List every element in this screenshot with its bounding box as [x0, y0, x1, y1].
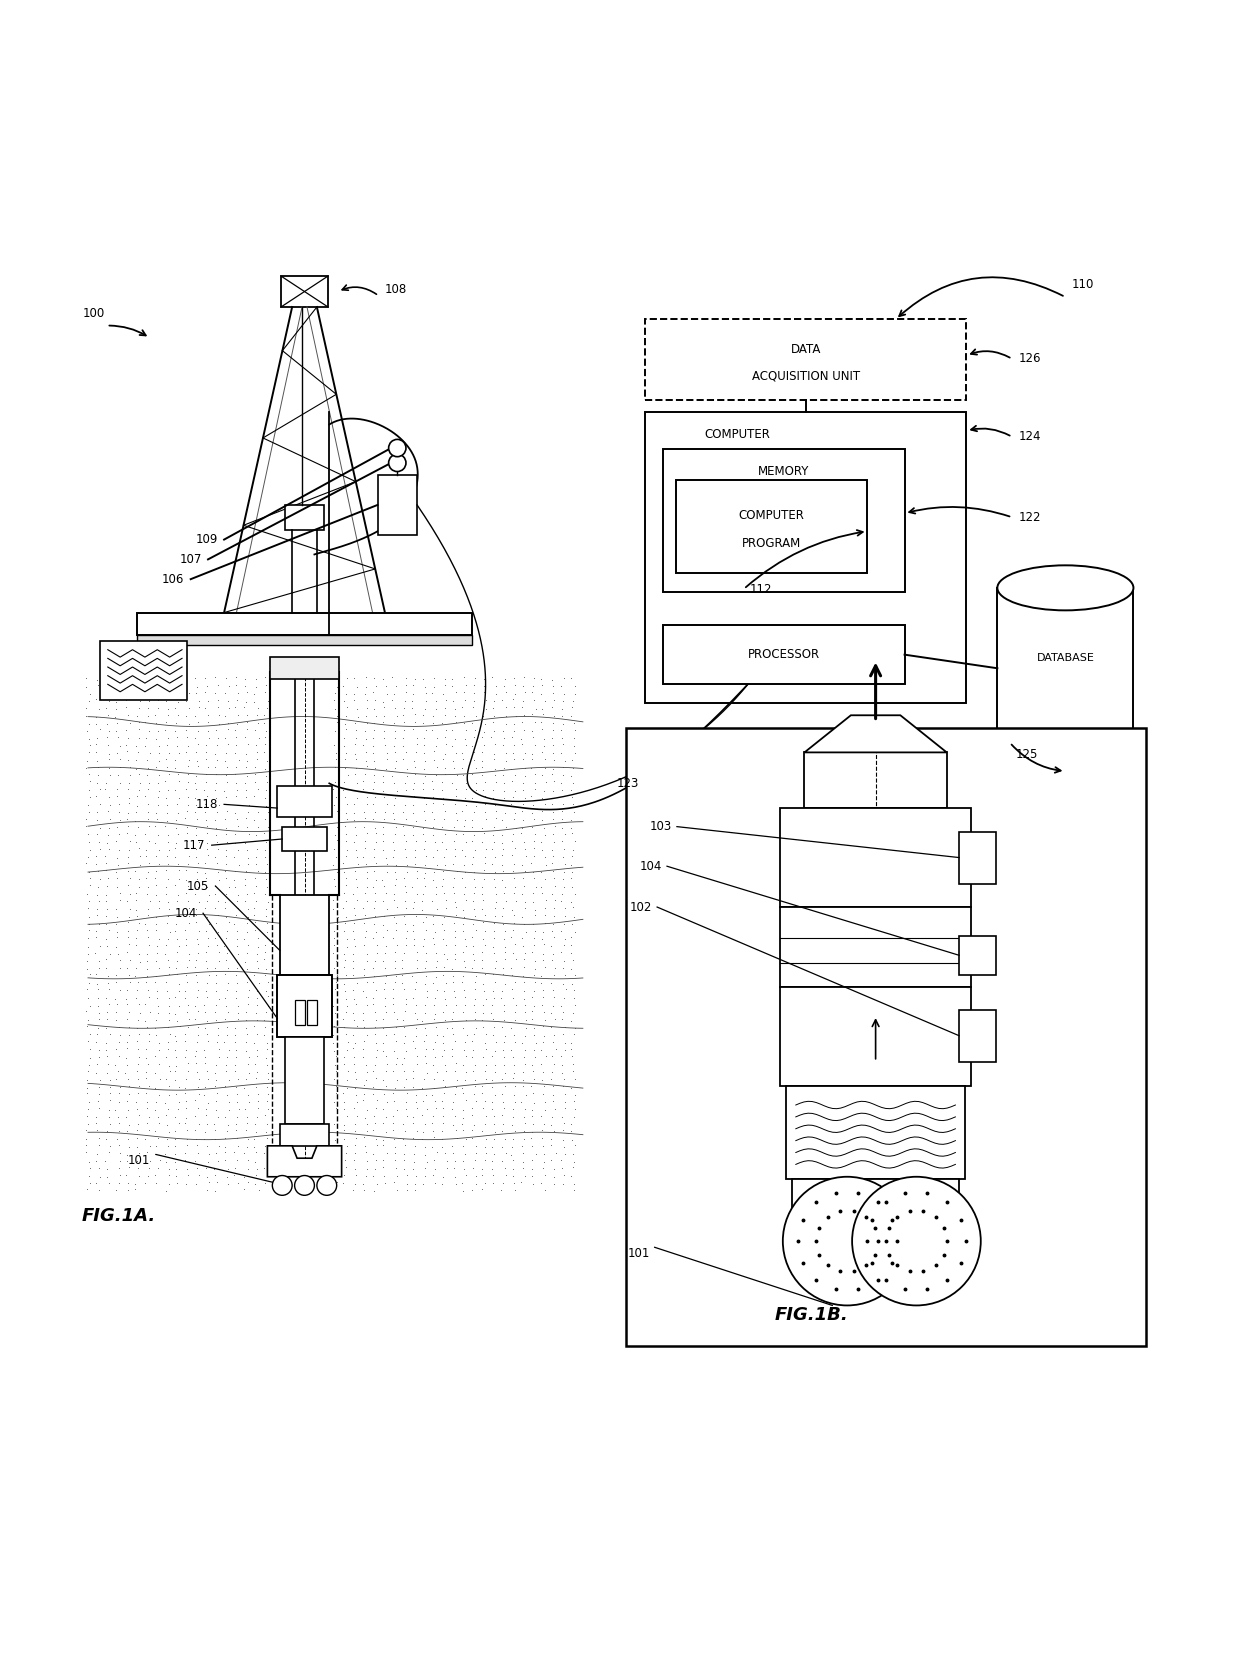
Bar — [138, 634, 471, 644]
Text: 102: 102 — [630, 901, 652, 913]
Polygon shape — [268, 1146, 342, 1176]
Bar — [285, 505, 325, 530]
Bar — [295, 1000, 305, 1025]
Text: 110: 110 — [1071, 279, 1094, 292]
Text: 101: 101 — [128, 1154, 150, 1168]
Text: MEMORY: MEMORY — [758, 465, 810, 478]
Text: ACQUISITION UNIT: ACQUISITION UNIT — [751, 369, 859, 383]
Bar — [308, 1000, 317, 1025]
Bar — [281, 277, 329, 307]
Text: 112: 112 — [750, 582, 773, 596]
Text: FIG.1B.: FIG.1B. — [775, 1307, 848, 1324]
Bar — [663, 624, 904, 685]
Bar — [138, 612, 471, 634]
Text: DATA: DATA — [790, 344, 821, 356]
Bar — [645, 319, 966, 399]
Text: 122: 122 — [1018, 510, 1040, 524]
Bar — [280, 1124, 330, 1146]
Text: 104: 104 — [640, 859, 662, 873]
Text: 101: 101 — [627, 1247, 650, 1260]
Bar — [626, 728, 1146, 1346]
Bar — [283, 827, 327, 851]
Text: COMPUTER: COMPUTER — [704, 428, 770, 441]
Text: PROCESSOR: PROCESSOR — [748, 648, 820, 661]
Bar — [645, 413, 966, 703]
Text: 123: 123 — [616, 777, 639, 790]
Bar — [780, 809, 971, 908]
Circle shape — [317, 1176, 337, 1195]
Text: 118: 118 — [196, 797, 218, 810]
Circle shape — [852, 1176, 981, 1305]
Text: 108: 108 — [384, 284, 407, 297]
Text: DATABASE: DATABASE — [1037, 653, 1095, 663]
Text: 100: 100 — [83, 307, 105, 320]
Bar — [805, 752, 947, 809]
Polygon shape — [805, 715, 947, 752]
Bar — [959, 936, 996, 975]
Bar — [280, 894, 330, 975]
Text: 107: 107 — [180, 552, 202, 565]
Ellipse shape — [997, 565, 1133, 611]
Circle shape — [273, 1176, 293, 1195]
Text: PROGRAM: PROGRAM — [742, 537, 801, 550]
Text: 105: 105 — [187, 879, 210, 893]
Polygon shape — [801, 1223, 962, 1260]
Bar — [278, 785, 332, 817]
Bar — [786, 1086, 965, 1180]
Bar — [100, 641, 187, 700]
Bar — [377, 475, 417, 535]
Text: 103: 103 — [650, 821, 672, 834]
Circle shape — [782, 1176, 911, 1305]
Text: 117: 117 — [184, 839, 206, 852]
Bar — [959, 832, 996, 884]
Bar — [780, 987, 971, 1086]
Bar — [285, 1037, 325, 1124]
Text: 124: 124 — [1018, 430, 1040, 443]
Circle shape — [295, 1176, 315, 1195]
Bar — [792, 1180, 959, 1223]
Bar — [270, 658, 340, 680]
Text: 126: 126 — [1018, 352, 1040, 366]
Bar — [663, 450, 904, 592]
Bar — [676, 480, 868, 572]
Bar — [780, 908, 971, 987]
Text: 109: 109 — [196, 534, 218, 545]
Circle shape — [388, 455, 405, 472]
Text: 125: 125 — [1016, 748, 1038, 762]
Text: COMPUTER: COMPUTER — [739, 508, 805, 522]
Bar — [278, 975, 332, 1037]
Text: FIG.1A.: FIG.1A. — [82, 1208, 156, 1225]
Text: 106: 106 — [162, 572, 185, 586]
Bar — [959, 1010, 996, 1062]
Text: 104: 104 — [175, 906, 197, 920]
Circle shape — [388, 440, 405, 456]
